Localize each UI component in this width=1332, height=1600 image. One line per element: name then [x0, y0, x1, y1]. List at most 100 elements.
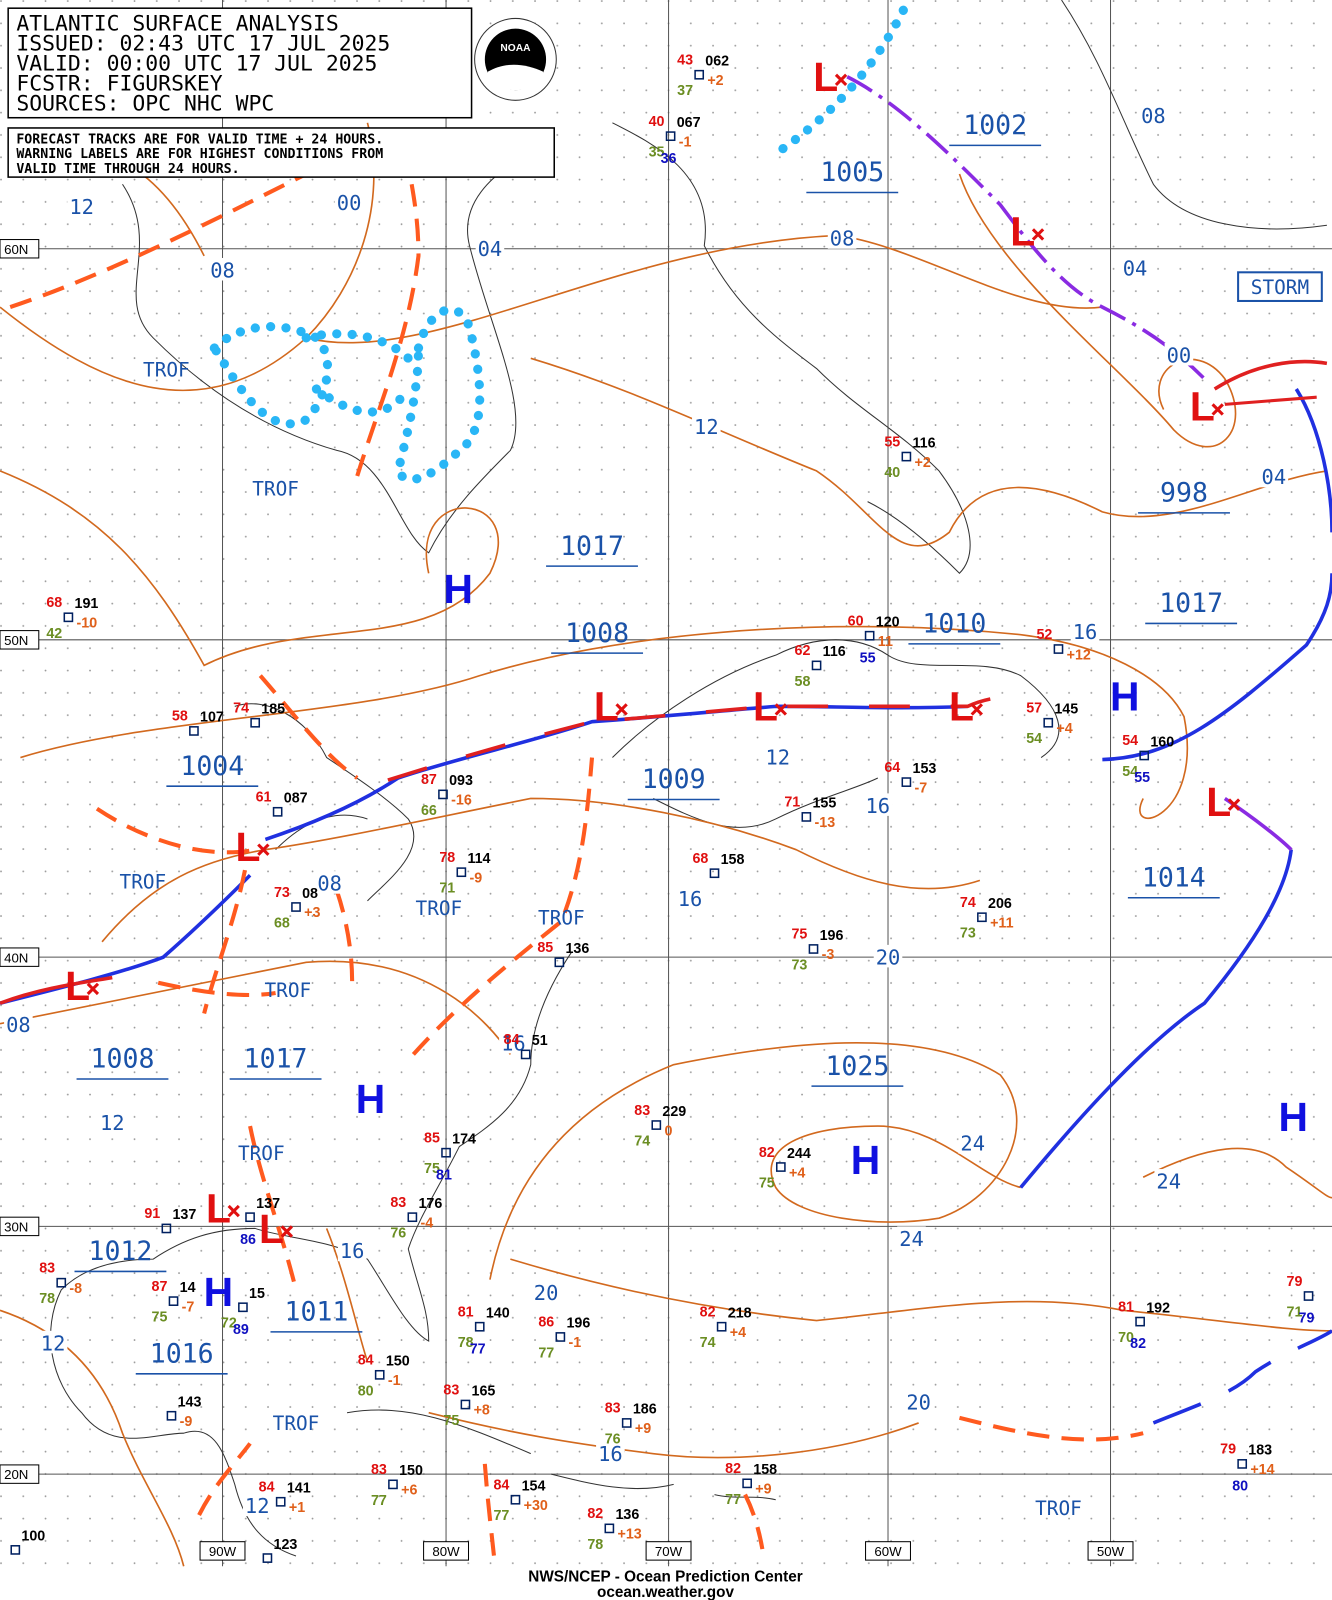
trough-label: TROF: [238, 1142, 285, 1165]
station-tendency: -7: [915, 780, 928, 796]
isobar-label: 00: [337, 191, 362, 215]
low-center: L: [753, 684, 778, 730]
station-temp: 84: [504, 1032, 520, 1048]
station-temp: 52: [1036, 627, 1052, 643]
station-marker: [56, 1277, 67, 1288]
notice-line: VALID TIME THROUGH 24 HOURS.: [16, 162, 239, 177]
low-center: L: [65, 963, 90, 1009]
station-marker: [901, 777, 912, 787]
station-pressure: 158: [753, 1462, 777, 1478]
trough-label: TROF: [1035, 1497, 1082, 1520]
station-dew: 75: [152, 1310, 168, 1326]
isobar-label-bg: [337, 1238, 367, 1262]
station-dew: 74: [700, 1335, 716, 1351]
station-marker: [555, 1332, 566, 1342]
station-dew: 37: [677, 83, 693, 99]
isobar-label: 16: [598, 1442, 623, 1466]
low-center: L: [813, 54, 838, 100]
low-cross: [86, 982, 100, 996]
station-tendency: -3: [822, 947, 835, 963]
isobar-label-bg: [897, 1226, 926, 1249]
isobar-label-bg: [596, 1441, 625, 1464]
isobar-label-bg: [242, 1493, 272, 1517]
logo-text: NOAA: [500, 43, 531, 54]
station-marker: [520, 1049, 531, 1060]
station-dew: 54: [1026, 731, 1042, 747]
station-marker: [1043, 717, 1054, 728]
cold-front: [1019, 849, 1293, 1189]
station-dew: 75: [424, 1161, 440, 1177]
notice-box: [7, 127, 556, 178]
pressure-label: 1009: [642, 764, 706, 795]
lat-label-box: [0, 239, 40, 259]
station-temp: 57: [1026, 700, 1042, 716]
lat-label: 20N: [4, 1467, 28, 1482]
station-temp: 54: [1122, 733, 1138, 749]
station-temp: 82: [587, 1506, 603, 1522]
lon-label: 80W: [432, 1544, 460, 1559]
isobar-label: 24: [899, 1227, 924, 1251]
lon-label-box: [423, 1541, 470, 1561]
isobar-label-bg: [958, 1131, 988, 1154]
track-arrow: [1224, 395, 1317, 406]
station-pressure: 150: [399, 1463, 423, 1479]
station-dew: 70: [1118, 1330, 1134, 1346]
isobar-label: 20: [876, 945, 901, 969]
lat-label: 50N: [4, 633, 28, 648]
trough-label: TROF: [252, 477, 299, 500]
station-temp: 79: [1220, 1442, 1236, 1458]
station-temp: 84: [493, 1477, 509, 1493]
isobar-label: 08: [1141, 104, 1166, 128]
lon-label: 70W: [655, 1544, 683, 1559]
ice-edge: [771, 5, 908, 159]
station-temp: 68: [46, 595, 62, 611]
station-dew: 72: [221, 1316, 237, 1332]
station-temp: 71: [784, 795, 800, 811]
isobar-label-bg: [1154, 1169, 1183, 1192]
station-temp: 55: [884, 434, 900, 450]
header-line: SOURCES: OPC NHC WPC: [16, 92, 274, 117]
station-dew: 80: [358, 1383, 374, 1399]
station-pressure: 137: [256, 1196, 280, 1212]
isobar: [325, 1228, 369, 1362]
pressure-label: 1005: [820, 157, 884, 188]
station-pressure: 174: [452, 1131, 476, 1147]
station-extra: 55: [860, 650, 876, 666]
station-pressure: 141: [287, 1481, 311, 1497]
station-dew: 71: [439, 881, 455, 897]
high-center: H: [356, 1076, 385, 1122]
station-dew: 77: [371, 1493, 387, 1509]
station-tendency: -1: [679, 134, 692, 150]
station-temp: 68: [692, 851, 708, 867]
station-temp: 74: [233, 700, 249, 716]
warm-front: [1213, 359, 1328, 391]
low-center: L: [1206, 779, 1231, 825]
station-pressure: 136: [565, 941, 589, 957]
station-dew: 54: [1122, 764, 1138, 780]
pressure-label: 1017: [560, 531, 624, 562]
station-dew: 78: [39, 1291, 55, 1307]
station-temp: 85: [537, 940, 553, 956]
station-temp: 83: [371, 1462, 387, 1478]
trough-label: TROF: [538, 906, 585, 929]
station-marker: [510, 1494, 521, 1505]
trough: [157, 869, 355, 1014]
isobar-label-bg: [67, 194, 96, 218]
station-tendency: +30: [524, 1498, 548, 1514]
station-tendency: +4: [1056, 721, 1072, 737]
station-marker: [709, 868, 720, 879]
station-temp: 75: [791, 927, 807, 943]
station-marker: [438, 789, 448, 800]
station-pressure: 153: [913, 761, 937, 777]
lon-label-box: [1087, 1541, 1134, 1561]
station-marker: [189, 726, 199, 736]
isobar-label-bg: [863, 793, 893, 816]
station-tendency: +1: [289, 1500, 305, 1516]
station-pressure: 093: [449, 773, 473, 789]
pressure-label: 1014: [1142, 862, 1206, 893]
station-marker: [407, 1212, 418, 1223]
isobar-label-bg: [334, 190, 364, 213]
station-temp: 78: [439, 850, 455, 866]
coast: [612, 639, 1060, 828]
